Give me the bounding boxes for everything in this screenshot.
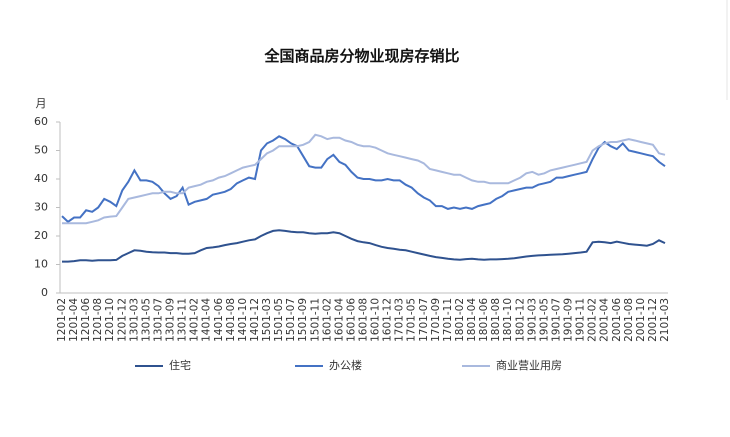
x-tick-label: 1901-07 bbox=[550, 298, 562, 342]
x-tick-label: 1201-06 bbox=[80, 298, 92, 342]
x-tick-label: 1201-08 bbox=[92, 298, 104, 342]
x-tick-label: 1501-09 bbox=[297, 298, 309, 342]
y-tick-label: 50 bbox=[34, 144, 48, 157]
x-tick-label: 1601-02 bbox=[321, 298, 333, 342]
series-line bbox=[61, 135, 666, 224]
x-tick-label: 1201-04 bbox=[68, 298, 80, 342]
x-tick-label: 1601-12 bbox=[382, 298, 394, 342]
x-tick-label: 2001-12 bbox=[647, 298, 659, 342]
y-tick-label: 40 bbox=[34, 172, 48, 185]
x-tick-label: 1301-07 bbox=[152, 298, 164, 342]
x-tick-label: 1801-10 bbox=[502, 298, 514, 342]
y-tick-label: 30 bbox=[34, 201, 48, 214]
x-tick-label: 1301-05 bbox=[140, 298, 152, 342]
x-tick-label: 1201-12 bbox=[116, 298, 128, 342]
series-line bbox=[62, 229, 666, 263]
y-tick-label: 10 bbox=[34, 258, 48, 271]
x-tick-label: 1901-09 bbox=[563, 298, 575, 342]
x-tick-label: 2001-10 bbox=[635, 298, 647, 342]
y-tick-label: 20 bbox=[34, 229, 48, 242]
x-tick-label: 1301-03 bbox=[128, 298, 140, 342]
x-tick-label: 1601-04 bbox=[333, 298, 345, 342]
x-tick-label: 1401-06 bbox=[213, 298, 225, 342]
x-tick-label: 1601-08 bbox=[358, 298, 370, 342]
x-tick-label: 1901-11 bbox=[575, 298, 587, 342]
y-tick-label: 0 bbox=[41, 286, 48, 299]
x-tick-label: 1701-11 bbox=[442, 298, 454, 342]
legend-label: 办公楼 bbox=[329, 358, 362, 372]
x-tick-label: 1401-08 bbox=[225, 298, 237, 342]
x-tick-label: 1801-12 bbox=[514, 298, 526, 342]
x-tick-label: 1801-04 bbox=[466, 298, 478, 342]
legend-label: 商业营业用房 bbox=[496, 358, 562, 372]
chart-title: 全国商品房分物业现房存销比 bbox=[263, 47, 459, 65]
x-tick-label: 1301-09 bbox=[165, 298, 177, 342]
x-tick-label: 1601-06 bbox=[345, 298, 357, 342]
x-tick-label: 1401-12 bbox=[249, 298, 261, 342]
x-tick-label: 2001-06 bbox=[611, 298, 623, 342]
x-tick-label: 1401-02 bbox=[189, 298, 201, 342]
x-tick-label: 1201-02 bbox=[56, 298, 68, 342]
x-tick-label: 1401-04 bbox=[201, 298, 213, 342]
x-tick-label: 2001-02 bbox=[587, 298, 599, 342]
series-line bbox=[62, 133, 666, 225]
x-tick-label: 1901-05 bbox=[538, 298, 550, 342]
x-tick-label: 1801-02 bbox=[454, 298, 466, 342]
legend-label: 住宅 bbox=[169, 358, 191, 372]
x-tick-label: 1701-05 bbox=[406, 298, 418, 342]
x-tick-label: 1701-03 bbox=[394, 298, 406, 342]
x-tick-label: 1801-06 bbox=[478, 298, 490, 342]
y-tick-label: 60 bbox=[34, 115, 48, 128]
x-tick-label: 1801-08 bbox=[490, 298, 502, 342]
y-axis-label: 月 bbox=[36, 97, 47, 110]
x-tick-label: 1501-05 bbox=[273, 298, 285, 342]
x-tick-label: 1501-07 bbox=[285, 298, 297, 342]
x-tick-label: 1701-07 bbox=[418, 298, 430, 342]
x-tick-label: 1501-03 bbox=[261, 298, 273, 342]
x-tick-label: 1901-03 bbox=[526, 298, 538, 342]
x-tick-label: 1701-09 bbox=[430, 298, 442, 342]
x-tick-label: 1601-10 bbox=[370, 298, 382, 342]
x-tick-label: 2001-04 bbox=[599, 298, 611, 342]
x-tick-label: 1501-11 bbox=[309, 298, 321, 342]
x-tick-label: 2101-03 bbox=[659, 298, 671, 342]
x-tick-label: 1201-10 bbox=[104, 298, 116, 342]
x-tick-label: 1301-11 bbox=[177, 298, 189, 342]
x-tick-label: 2001-08 bbox=[623, 298, 635, 342]
x-tick-label: 1401-10 bbox=[237, 298, 249, 342]
